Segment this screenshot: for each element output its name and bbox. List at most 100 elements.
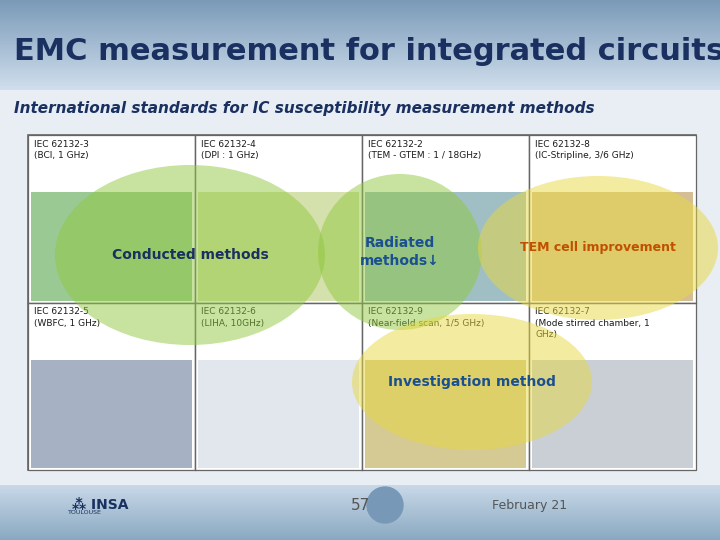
Bar	[0, 48, 720, 49]
Bar	[0, 78, 720, 79]
Bar	[198, 192, 359, 300]
Bar	[0, 20, 720, 21]
Bar	[0, 33, 720, 34]
Bar	[0, 499, 720, 500]
Bar	[0, 510, 720, 511]
Bar	[0, 507, 720, 508]
Bar	[0, 492, 720, 493]
Bar	[0, 526, 720, 527]
Bar	[0, 534, 720, 535]
Bar	[0, 42, 720, 43]
Bar	[0, 30, 720, 31]
Bar	[0, 2, 720, 3]
Bar	[0, 533, 720, 534]
Bar	[0, 27, 720, 28]
Bar	[0, 10, 720, 11]
Bar	[28, 135, 195, 302]
Bar	[0, 38, 720, 39]
Bar	[0, 75, 720, 76]
Bar	[0, 523, 720, 524]
Bar	[0, 79, 720, 80]
Bar	[31, 192, 192, 300]
Bar	[0, 486, 720, 487]
Bar	[0, 519, 720, 520]
Bar	[0, 21, 720, 22]
Bar	[28, 302, 195, 470]
Bar	[0, 52, 720, 53]
Text: IEC 62132-9
(Near-field scan, 1/5 GHz): IEC 62132-9 (Near-field scan, 1/5 GHz)	[368, 307, 485, 328]
Bar	[0, 37, 720, 38]
Text: TOULOUSE: TOULOUSE	[68, 510, 102, 515]
Bar	[362, 302, 529, 470]
Bar	[0, 11, 720, 12]
Bar	[198, 360, 359, 468]
Bar	[0, 53, 720, 54]
Bar	[0, 44, 720, 45]
Bar	[0, 51, 720, 52]
Bar	[0, 47, 720, 48]
Bar	[0, 535, 720, 536]
Bar	[0, 496, 720, 497]
Bar	[0, 43, 720, 44]
Text: 57: 57	[351, 497, 369, 512]
Bar	[0, 7, 720, 8]
Bar	[0, 39, 720, 40]
Bar	[0, 490, 720, 491]
Bar	[0, 31, 720, 32]
Bar	[0, 84, 720, 85]
Bar	[532, 192, 693, 300]
Bar	[0, 517, 720, 518]
Bar	[532, 360, 693, 468]
Bar	[0, 19, 720, 20]
Bar	[0, 493, 720, 494]
Bar	[0, 26, 720, 27]
Bar	[0, 498, 720, 499]
Bar	[0, 3, 720, 4]
Bar	[0, 485, 720, 486]
Bar	[0, 60, 720, 61]
Bar	[0, 62, 720, 63]
Bar	[0, 529, 720, 530]
Text: IEC 62132-5
(WBFC, 1 GHz): IEC 62132-5 (WBFC, 1 GHz)	[34, 307, 100, 328]
Text: EMC measurement for integrated circuits: EMC measurement for integrated circuits	[14, 37, 720, 66]
Bar	[0, 525, 720, 526]
Bar	[0, 515, 720, 516]
Bar	[0, 71, 720, 72]
Bar	[0, 0, 720, 1]
Bar	[195, 302, 362, 470]
Bar	[0, 90, 720, 485]
Bar	[0, 495, 720, 496]
Bar	[0, 6, 720, 7]
Bar	[0, 16, 720, 17]
Bar	[0, 512, 720, 513]
Bar	[0, 68, 720, 69]
Text: TEM cell improvement: TEM cell improvement	[520, 241, 676, 254]
Ellipse shape	[478, 176, 718, 320]
Text: Radiated
methods↓: Radiated methods↓	[360, 237, 440, 268]
Bar	[0, 530, 720, 531]
Text: International standards for IC susceptibility measurement methods: International standards for IC susceptib…	[14, 100, 595, 116]
Bar	[0, 9, 720, 10]
Bar	[0, 513, 720, 514]
Bar	[0, 80, 720, 81]
Text: Conducted methods: Conducted methods	[112, 248, 269, 262]
Bar	[31, 360, 192, 468]
Bar	[0, 86, 720, 87]
Bar	[0, 14, 720, 15]
Bar	[0, 57, 720, 58]
Bar	[0, 87, 720, 88]
Text: IEC 62132-8
(IC-Stripline, 3/6 GHz): IEC 62132-8 (IC-Stripline, 3/6 GHz)	[535, 140, 634, 160]
Bar	[0, 531, 720, 532]
Bar	[0, 82, 720, 83]
Bar	[195, 135, 362, 302]
Bar	[365, 360, 526, 468]
Bar	[0, 494, 720, 495]
Bar	[0, 1, 720, 2]
Bar	[0, 502, 720, 503]
Bar	[0, 487, 720, 488]
Bar	[0, 34, 720, 35]
Bar	[0, 500, 720, 501]
Text: IEC 62132-3
(BCI, 1 GHz): IEC 62132-3 (BCI, 1 GHz)	[34, 140, 89, 160]
Bar	[0, 521, 720, 522]
Text: IEC 62132-4
(DPI : 1 GHz): IEC 62132-4 (DPI : 1 GHz)	[201, 140, 258, 160]
